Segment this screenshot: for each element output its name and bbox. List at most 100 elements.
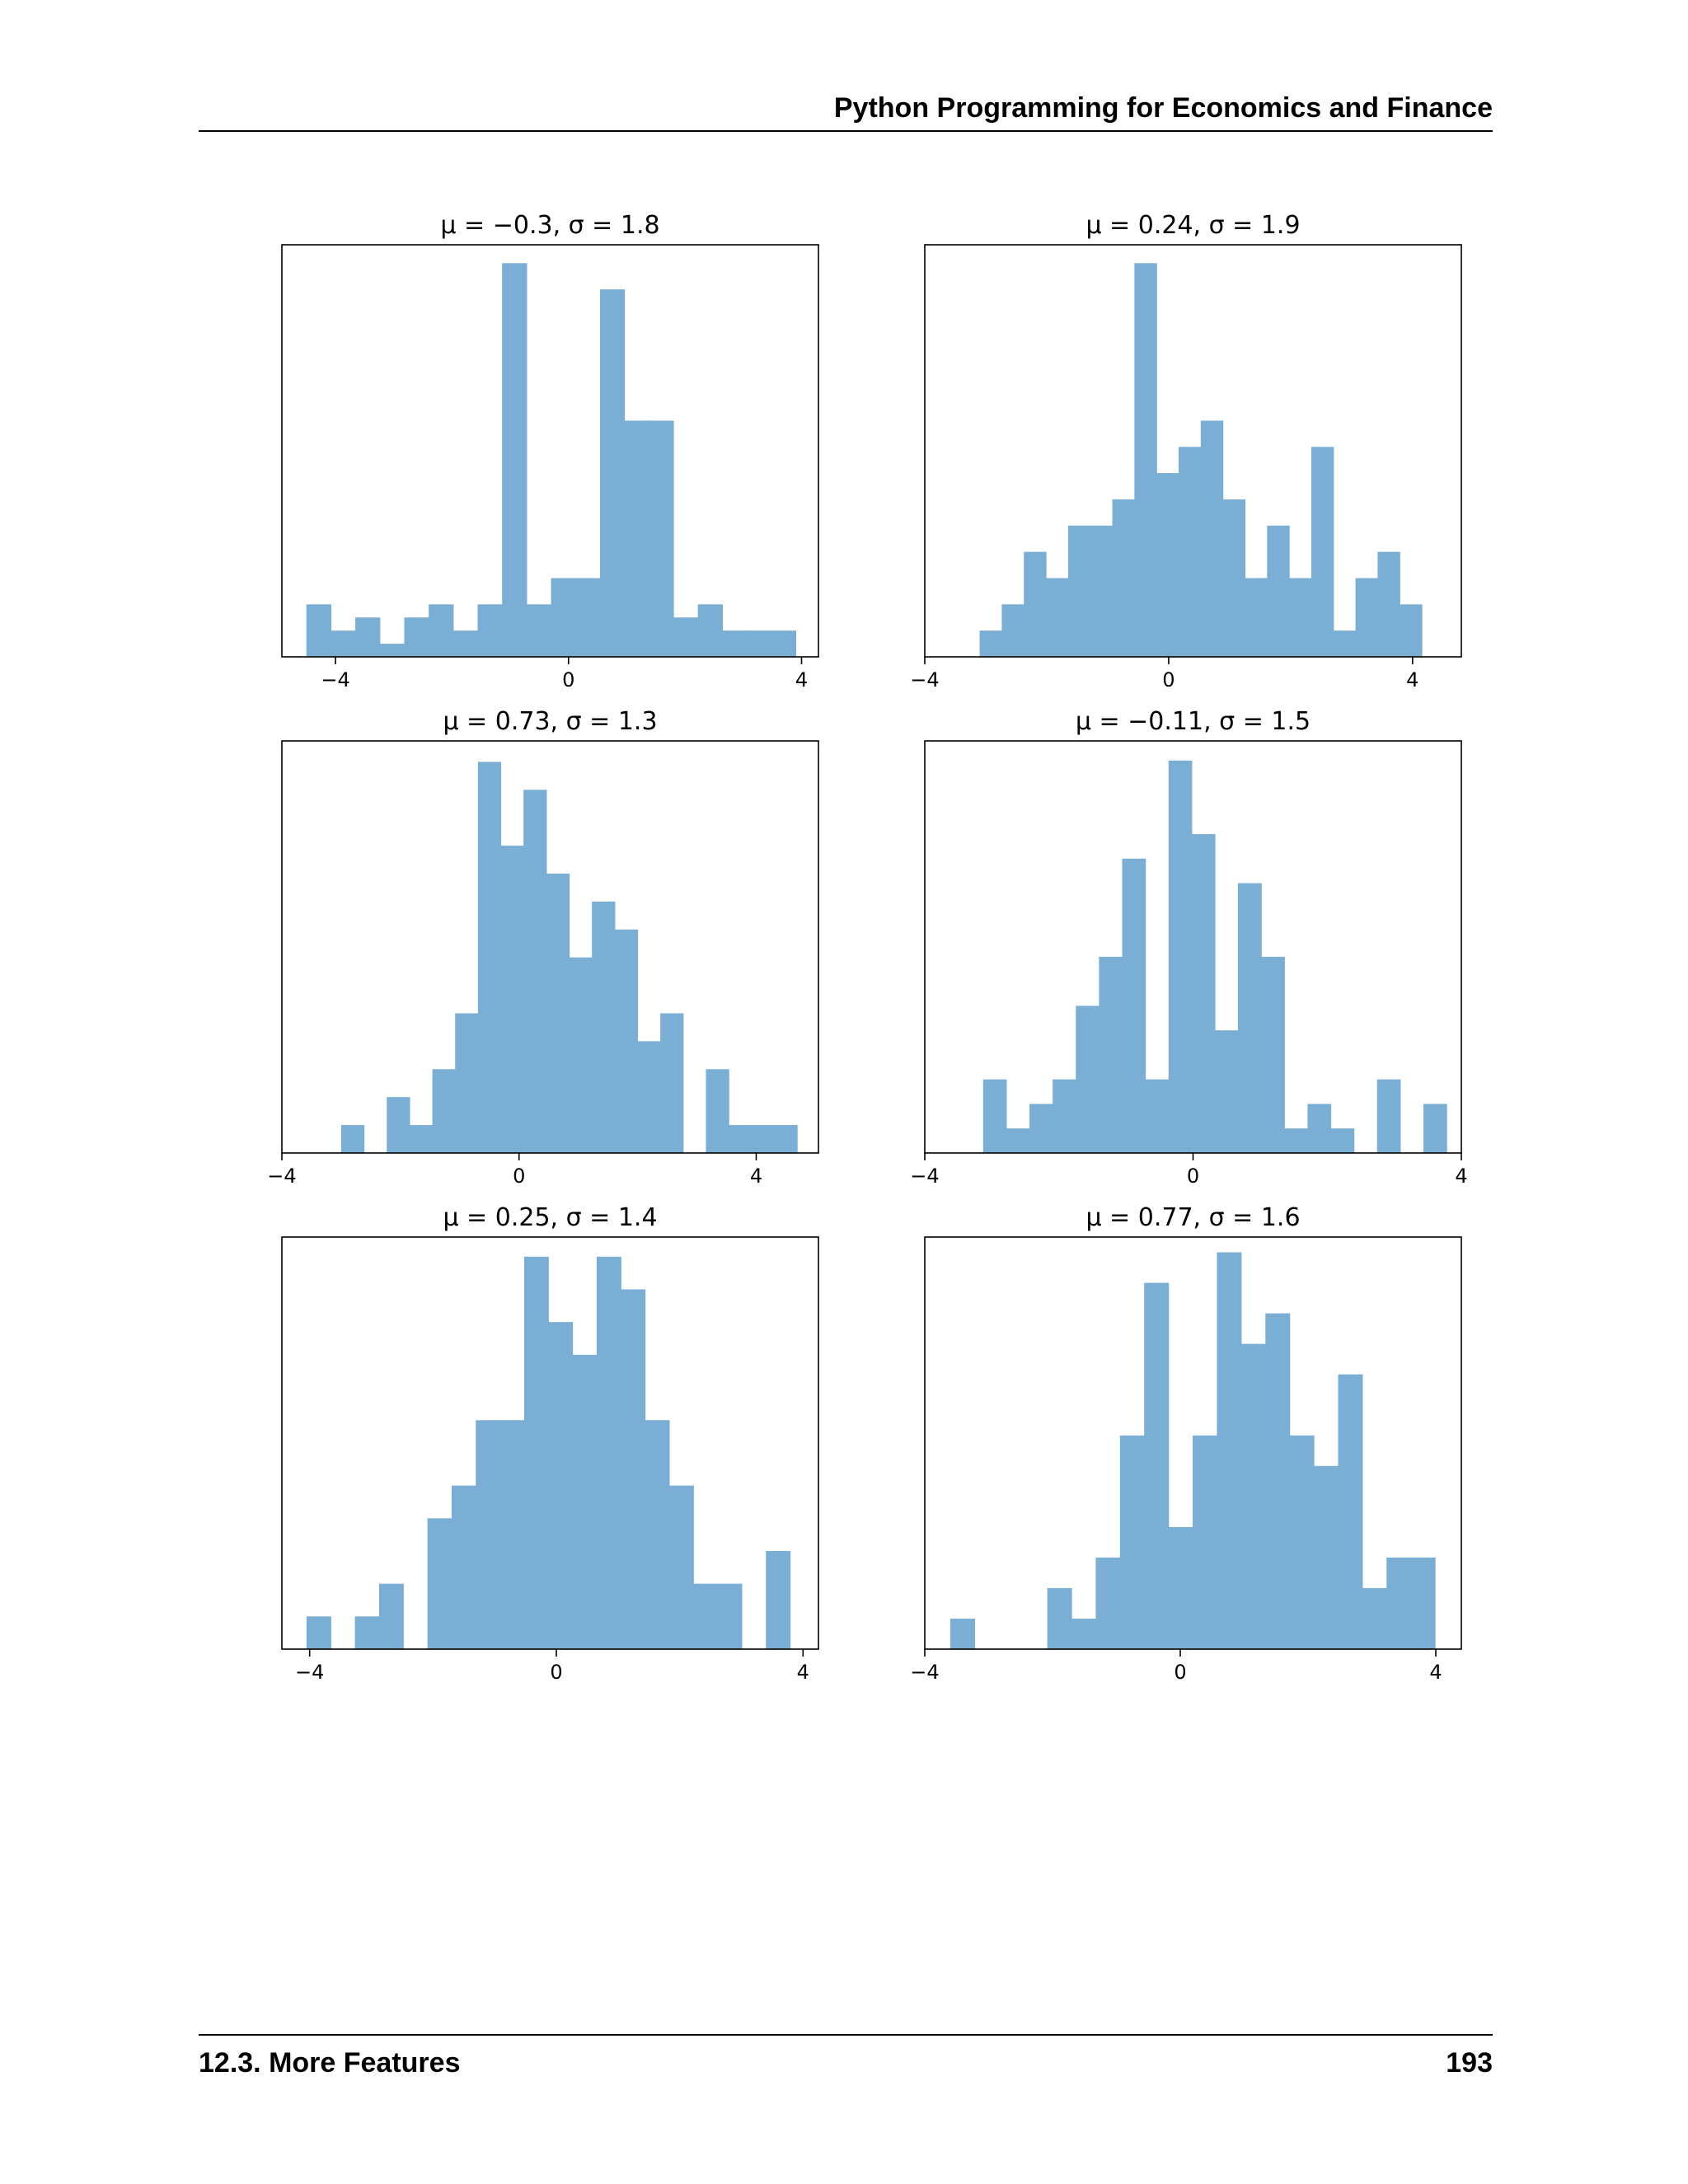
histogram-bar [429,604,454,657]
histogram-bar [502,263,528,657]
x-tick-label: −4 [267,1165,296,1188]
histogram-bar [1001,604,1025,657]
histogram-bar [1099,956,1123,1153]
histogram-bar [693,1583,719,1649]
histogram-bar [766,1550,791,1649]
histogram-bar [1238,883,1262,1153]
histogram-bar [599,289,626,657]
x-tick-label: 0 [1174,1661,1186,1684]
histogram-bar [340,1125,365,1153]
histogram-bar [774,1125,798,1153]
histogram-bar [1311,447,1334,657]
histogram-bar [1376,1079,1401,1153]
histogram-bar [1090,525,1114,657]
histogram-bar [1314,1465,1339,1649]
histogram-bar [499,1420,525,1649]
histogram-title: μ = 0.24, σ = 1.9 [1085,211,1300,240]
histogram-bar [404,617,429,657]
histogram-panel-6: −4 0 4 μ = 0.77, σ = 1.6 [910,1203,1462,1684]
histogram-bar [1289,1435,1315,1649]
histogram-bar [1156,473,1179,657]
histogram-bar [1029,1104,1053,1153]
histogram-bar [1222,499,1246,657]
histogram-bar [706,1069,729,1153]
histogram-bar [1193,1435,1218,1649]
histogram-bar [621,1289,646,1649]
histogram-bar [1338,1374,1363,1649]
axes-frame [281,244,819,658]
histogram-bar [747,630,772,657]
histogram-bar [477,604,503,657]
histogram-bar [378,1583,404,1649]
axes-frame [281,1236,819,1650]
histogram-bar [1168,760,1193,1153]
histogram-bar [569,957,593,1153]
histogram-bar [614,929,639,1153]
histogram-bar [1423,1104,1447,1153]
histogram-bar [575,578,601,657]
histogram-bar [1245,578,1268,657]
histogram-bar [572,1354,598,1649]
histogram-bar [306,1616,331,1649]
histogram-bar [331,630,356,657]
histogram-panel-5: −4 0 4 μ = 0.25, σ = 1.4 [281,1203,819,1684]
histogram-panel-1: −4 0 4 μ = −0.3, σ = 1.8 [281,211,819,691]
histogram-bar [1307,1104,1332,1153]
histogram-bar [717,1583,743,1649]
histogram-panel-2: −4 0 4 μ = 0.24, σ = 1.9 [910,211,1462,691]
histogram-bar [596,1256,621,1649]
histogram-bar [1240,1343,1266,1649]
histogram-bar [1214,1030,1239,1153]
histogram-bar [982,1079,1007,1153]
x-tick-label: 4 [1429,1661,1442,1684]
x-tick-label: 0 [513,1165,525,1188]
histogram-bar [1355,578,1379,657]
histogram-bar [1047,1587,1072,1649]
axes-frame [924,1236,1462,1650]
histogram-title: μ = 0.25, σ = 1.4 [443,1203,657,1232]
histogram-bar [1330,1128,1355,1153]
header-rule [199,130,1493,132]
histogram-bar [306,604,331,657]
histogram-bar [1067,525,1091,657]
histogram-bar [500,846,524,1153]
histogram-bar [452,630,479,657]
histogram-bar [645,1420,670,1649]
histogram-bar [1095,1557,1121,1649]
histogram-bar [1168,1526,1193,1649]
x-tick-label: −4 [321,668,349,691]
histogram-bar [1112,499,1135,657]
running-header: Python Programming for Economics and Fin… [833,92,1493,124]
histogram-bar [1145,1079,1170,1153]
histogram-bar [1053,1079,1076,1153]
histogram-bar [476,1420,501,1649]
histogram-bar [1046,578,1069,657]
histogram-bar [1333,630,1357,657]
histogram-bar [455,1013,479,1153]
histogram-bar [427,1518,452,1649]
histogram-bar [697,604,723,657]
x-tick-label: 4 [795,668,808,691]
histogram-bar [1289,578,1312,657]
histogram-bar [477,762,502,1153]
histogram-bar [660,1013,684,1153]
histogram-bar [592,901,616,1153]
x-tick-label: 4 [1406,668,1418,691]
x-tick-label: −4 [910,1165,939,1188]
histogram-bar [1261,956,1285,1153]
histogram-bar [668,1485,694,1649]
histogram-bar [1377,551,1400,657]
histogram-title: μ = 0.77, σ = 1.6 [1085,1203,1300,1232]
histogram-bar [729,1125,753,1153]
histogram-bar [1024,551,1047,657]
histogram-bar [523,790,547,1153]
histogram-bar [771,630,797,657]
histogram-panel-4: −4 0 4 μ = −0.11, σ = 1.5 [910,707,1467,1188]
histogram-bar [546,874,570,1153]
histogram-bar [1191,834,1216,1153]
x-tick-label: −4 [910,668,939,691]
histogram-bar [1134,263,1157,657]
x-tick-label: −4 [295,1661,324,1684]
x-tick-label: 4 [797,1661,809,1684]
histogram-bar [354,1616,380,1649]
